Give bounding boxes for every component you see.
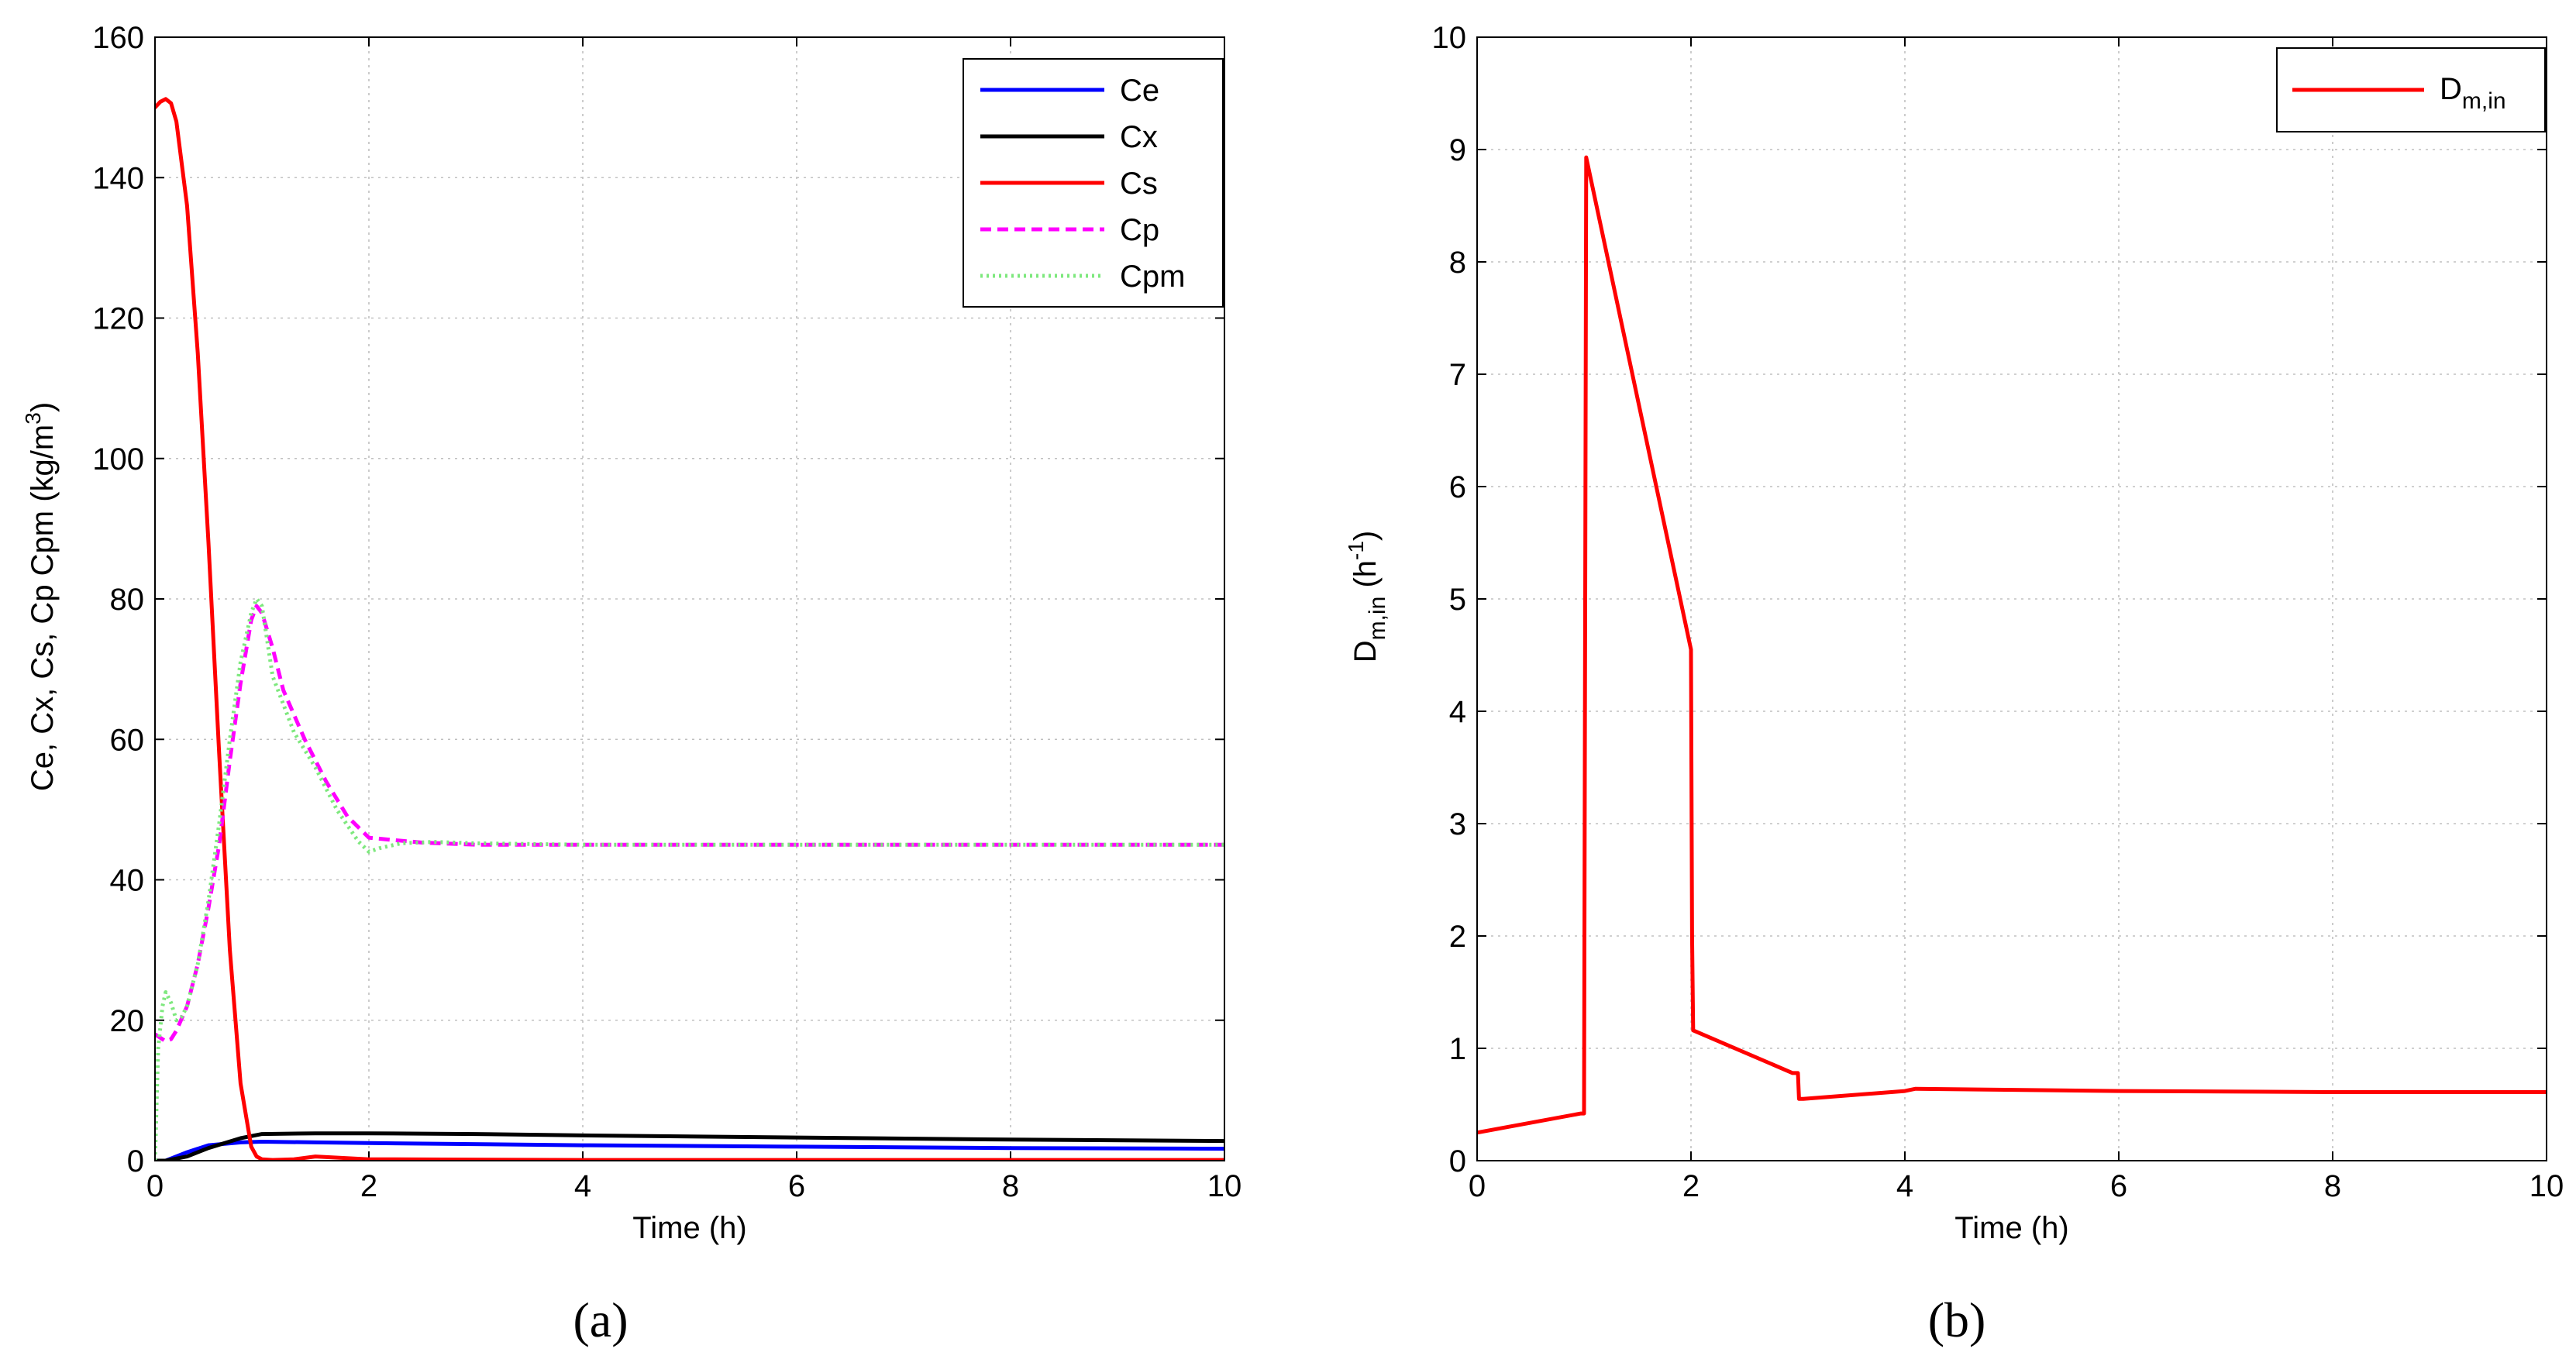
y-tick-label: 7 bbox=[1449, 358, 1466, 392]
y-label-main: Ce, Cx, Cs, Cp Cpm (kg/m bbox=[26, 425, 60, 791]
legend: Ce Cx Cs Cp Cpm bbox=[963, 58, 1224, 308]
series-group bbox=[1477, 155, 2547, 1135]
x-tick-label: 6 bbox=[788, 1169, 805, 1203]
x-tick-label: 0 bbox=[1469, 1169, 1486, 1203]
legend-label: Cs bbox=[1120, 167, 1158, 201]
y-tick-label: 8 bbox=[1449, 246, 1466, 280]
y-tick-label: 80 bbox=[110, 583, 145, 617]
y-label-sup: -1 bbox=[1344, 541, 1368, 560]
legend: Dm,in bbox=[2276, 47, 2546, 132]
y-label-end: ) bbox=[1348, 531, 1383, 541]
x-tick-label: 10 bbox=[1207, 1169, 1242, 1203]
legend-label: Dm,in bbox=[2440, 72, 2506, 114]
y-tick-label: 120 bbox=[92, 302, 144, 336]
y-label-d: D bbox=[1348, 640, 1383, 662]
x-axis-label: Time (h) bbox=[1954, 1211, 2068, 1245]
y-tick-label: 10 bbox=[1432, 21, 1467, 55]
panel-label-b: (b) bbox=[1928, 1292, 1986, 1347]
y-tick-label: 9 bbox=[1449, 133, 1466, 167]
y-label-sub: m,in bbox=[1365, 597, 1390, 641]
y-tick-label: 20 bbox=[110, 1004, 145, 1038]
legend-label: Ce bbox=[1120, 74, 1159, 108]
x-tick-label: 2 bbox=[1682, 1169, 1700, 1203]
plot-frame bbox=[1476, 36, 2547, 1161]
y-tick-label: 6 bbox=[1449, 470, 1466, 504]
legend-label: Cp bbox=[1120, 213, 1159, 247]
x-axis-label: Time (h) bbox=[632, 1211, 746, 1245]
series-line-dmin bbox=[1477, 155, 2547, 1135]
x-tick-label: 8 bbox=[2324, 1169, 2341, 1203]
x-tick-label: 2 bbox=[360, 1169, 377, 1203]
x-tick-label: 4 bbox=[1896, 1169, 1913, 1203]
y-tick-label: 60 bbox=[110, 723, 145, 757]
series-line-cx bbox=[155, 1131, 1224, 1161]
y-tick-label: 1 bbox=[1449, 1032, 1466, 1066]
legend-label-d: D bbox=[2440, 72, 2462, 106]
legend-label-sub: m,in bbox=[2462, 88, 2506, 114]
series-line-cpm bbox=[155, 597, 1224, 1161]
x-tick-label: 0 bbox=[146, 1169, 164, 1203]
legend-label: Cpm bbox=[1120, 260, 1185, 294]
y-tick-label: 40 bbox=[110, 864, 145, 898]
plot-frame bbox=[154, 36, 1225, 1161]
y-tick-label: 4 bbox=[1449, 695, 1466, 729]
y-label-end: ) bbox=[26, 402, 60, 412]
series-line-ce bbox=[155, 1140, 1224, 1161]
y-tick-label: 0 bbox=[1449, 1144, 1466, 1178]
plot-area bbox=[1477, 37, 2547, 1161]
series-line-cs bbox=[155, 97, 1224, 1161]
x-tick-label: 6 bbox=[2110, 1169, 2127, 1203]
legend-label: Cx bbox=[1120, 120, 1158, 154]
panel-label-a: (a) bbox=[573, 1292, 628, 1347]
series-group bbox=[155, 97, 1224, 1161]
y-tick-label: 160 bbox=[92, 21, 144, 55]
y-tick-label: 2 bbox=[1449, 920, 1466, 954]
x-tick-label: 8 bbox=[1002, 1169, 1019, 1203]
y-tick-label: 140 bbox=[92, 161, 144, 195]
y-axis-label: Dm,in (h-1) bbox=[1344, 531, 1390, 663]
y-tick-label: 5 bbox=[1449, 583, 1466, 617]
x-tick-label: 4 bbox=[574, 1169, 591, 1203]
y-label-mid: (h bbox=[1348, 560, 1383, 597]
y-tick-label: 3 bbox=[1449, 807, 1466, 841]
y-label-sup: 3 bbox=[21, 412, 45, 425]
x-tick-label: 10 bbox=[2530, 1169, 2564, 1203]
y-tick-label: 0 bbox=[127, 1144, 144, 1178]
y-axis-label: Ce, Cx, Cs, Cp Cpm (kg/m3) bbox=[21, 402, 60, 791]
y-tick-label: 100 bbox=[92, 442, 144, 477]
series-line-cp bbox=[155, 604, 1224, 1044]
